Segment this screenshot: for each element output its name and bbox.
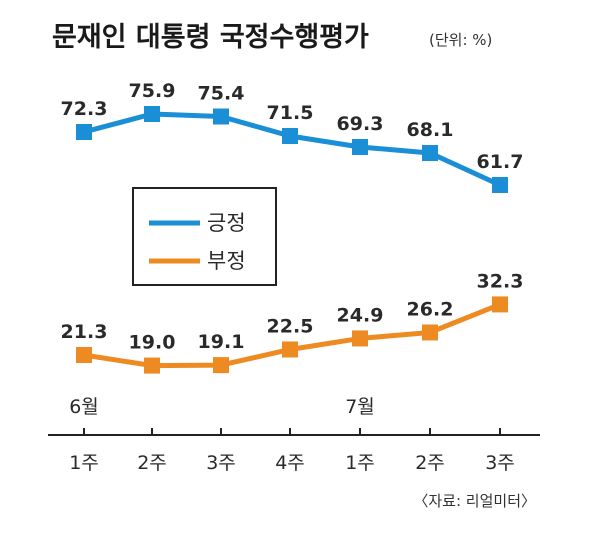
x-tick-label-6: 3주: [485, 452, 515, 474]
month-label-1: 7월: [345, 396, 375, 418]
data-point-0-3: [282, 128, 298, 144]
data-label-1-3: 22.5: [267, 315, 314, 337]
x-tick-label-5: 2주: [415, 452, 445, 474]
data-point-1-4: [352, 330, 368, 347]
legend: 긍정 부정: [132, 187, 277, 286]
legend-box: [132, 187, 277, 286]
data-point-0-0: [76, 124, 92, 140]
data-label-0-0: 72.3: [61, 98, 108, 120]
legend-label-positive: 긍정: [207, 211, 246, 235]
x-axis-ticks: 1주 2주 3주 4주 1주 2주 3주: [69, 428, 515, 474]
x-tick-label-2: 3주: [206, 452, 236, 474]
data-point-0-5: [422, 145, 438, 161]
x-tick-label-3: 4주: [275, 452, 305, 474]
data-label-0-2: 75.4: [198, 83, 245, 105]
data-point-0-4: [352, 139, 368, 155]
data-label-0-6: 61.7: [477, 151, 524, 173]
data-point-1-3: [282, 341, 298, 358]
data-label-0-4: 69.3: [337, 113, 384, 135]
data-labels: 72.3 75.9 75.4 71.5 69.3 68.1 61.7 21.3 19.0 19.1…: [61, 80, 524, 354]
data-point-0-2: [213, 108, 229, 125]
data-point-1-6: [492, 296, 508, 313]
chart-unit: (단위: %): [429, 31, 492, 49]
legend-label-negative: 부정: [207, 249, 246, 273]
data-label-1-6: 32.3: [477, 270, 524, 292]
data-label-1-5: 26.2: [407, 298, 454, 320]
x-tick-label-4: 1주: [345, 452, 375, 474]
data-point-0-6: [492, 177, 508, 193]
source-note: 〈자료: 리얼미터〉: [413, 492, 536, 510]
data-label-1-2: 19.1: [198, 331, 245, 353]
data-label-1-0: 21.3: [61, 321, 108, 343]
month-labels: 6월 7월: [69, 396, 375, 418]
month-label-0: 6월: [69, 396, 99, 418]
data-point-0-1: [144, 106, 160, 122]
data-point-1-2: [213, 357, 229, 374]
data-label-0-3: 71.5: [267, 102, 314, 124]
data-label-1-4: 24.9: [337, 304, 384, 326]
data-label-0-5: 68.1: [407, 119, 454, 141]
data-label-1-1: 19.0: [129, 332, 176, 354]
data-point-1-5: [422, 324, 438, 341]
x-tick-label-0: 1주: [69, 452, 99, 474]
data-point-1-0: [76, 347, 92, 363]
x-tick-label-1: 2주: [137, 452, 167, 474]
chart-title: 문재인 대통령 국정수행평가: [52, 22, 369, 53]
series-markers: [76, 106, 508, 374]
data-label-0-1: 75.9: [129, 80, 176, 102]
data-point-1-1: [144, 357, 160, 374]
